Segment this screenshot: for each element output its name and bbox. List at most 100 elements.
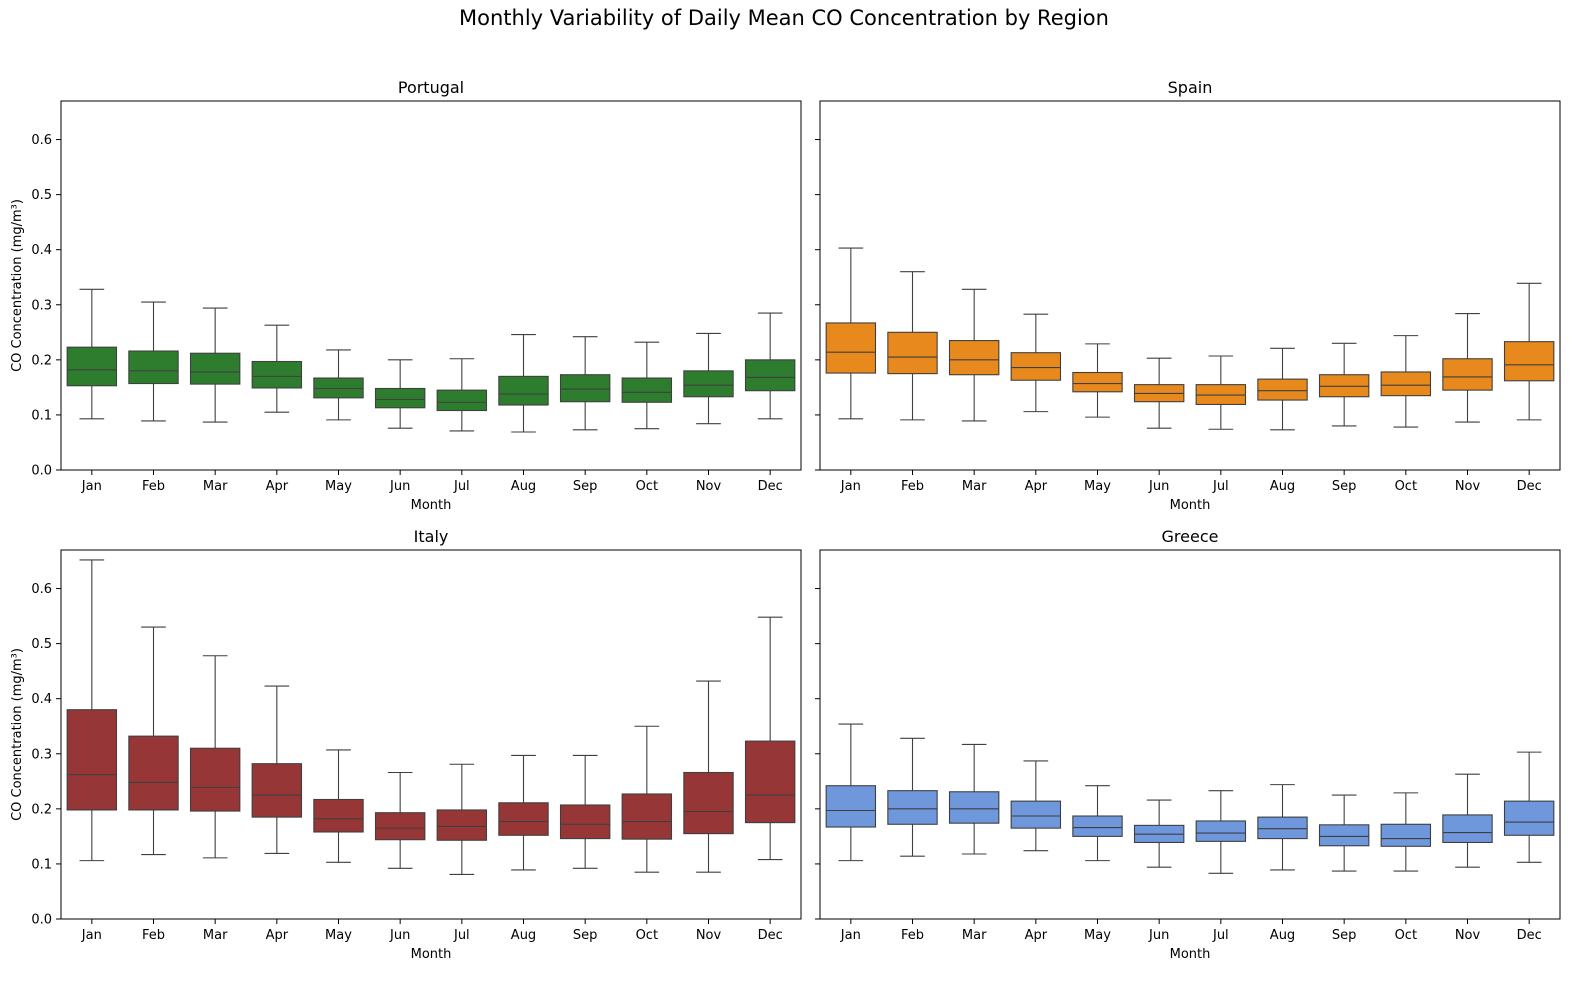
box-may bbox=[1072, 785, 1123, 862]
box-iqr bbox=[1257, 378, 1308, 401]
x-tick-label: Aug bbox=[1270, 479, 1295, 494]
box-oct bbox=[1380, 335, 1432, 428]
y-tick-label: 0.4 bbox=[31, 243, 52, 258]
axes-frame bbox=[819, 549, 1561, 920]
box-apr bbox=[251, 685, 303, 855]
y-axis-label: CO Concentration (mg/m³) bbox=[10, 199, 25, 372]
x-tick-label: Oct bbox=[636, 479, 658, 494]
x-axis-label: Month bbox=[411, 498, 452, 513]
box-feb bbox=[128, 626, 179, 856]
box-apr bbox=[251, 324, 303, 413]
x-tick-label: Jul bbox=[453, 928, 470, 943]
box-sep bbox=[1318, 794, 1370, 872]
box-iqr bbox=[744, 359, 796, 392]
box-iqr bbox=[128, 350, 179, 385]
box-may bbox=[1072, 343, 1123, 418]
axes-frame bbox=[60, 100, 802, 471]
box-may bbox=[313, 349, 364, 421]
box-iqr bbox=[436, 389, 488, 412]
box-iqr bbox=[1072, 815, 1123, 837]
box-iqr bbox=[621, 377, 673, 403]
box-dec bbox=[744, 616, 796, 861]
box-jul bbox=[1195, 790, 1247, 874]
axes-frame bbox=[819, 100, 1561, 471]
x-tick-label: Oct bbox=[1395, 928, 1417, 943]
box-iqr bbox=[683, 370, 734, 398]
box-oct bbox=[621, 725, 673, 873]
x-tick-label: Aug bbox=[511, 479, 536, 494]
box-aug bbox=[498, 754, 549, 871]
y-tick-label: 0.3 bbox=[31, 298, 52, 313]
x-tick-label: Nov bbox=[696, 928, 722, 943]
box-iqr bbox=[66, 709, 118, 811]
y-tick-label: 0.3 bbox=[31, 747, 52, 762]
box-iqr bbox=[621, 793, 673, 840]
box-iqr bbox=[251, 360, 303, 389]
x-axis-label: Month bbox=[1170, 498, 1211, 513]
panel-title: Greece bbox=[1162, 527, 1219, 546]
box-iqr bbox=[313, 798, 364, 833]
x-tick-label: Jan bbox=[840, 928, 861, 943]
x-tick-label: Dec bbox=[758, 479, 783, 494]
box-iqr bbox=[1442, 358, 1493, 391]
box-sep bbox=[559, 754, 611, 869]
x-tick-label: Mar bbox=[203, 479, 228, 494]
box-jan bbox=[825, 723, 877, 862]
box-jul bbox=[1195, 355, 1247, 430]
x-tick-label: Dec bbox=[1517, 479, 1542, 494]
box-iqr bbox=[1257, 816, 1308, 840]
x-axis-label: Month bbox=[411, 947, 452, 962]
box-iqr bbox=[887, 331, 938, 375]
box-oct bbox=[1380, 792, 1432, 872]
box-sep bbox=[1318, 342, 1370, 427]
box-iqr bbox=[436, 809, 488, 841]
box-mar bbox=[948, 288, 1000, 422]
box-iqr bbox=[374, 387, 426, 409]
panel-title: Italy bbox=[414, 527, 449, 546]
box-nov bbox=[683, 680, 734, 873]
box-sep bbox=[559, 336, 611, 431]
box-feb bbox=[128, 301, 179, 422]
box-mar bbox=[189, 655, 241, 859]
box-iqr bbox=[251, 763, 303, 818]
box-aug bbox=[498, 333, 549, 433]
box-dec bbox=[1503, 282, 1555, 421]
x-tick-label: Sep bbox=[1332, 479, 1357, 494]
x-tick-label: Jan bbox=[81, 479, 102, 494]
x-tick-label: Jul bbox=[453, 479, 470, 494]
x-tick-label: Jul bbox=[1212, 928, 1229, 943]
box-iqr bbox=[313, 377, 364, 399]
x-tick-label: May bbox=[1084, 479, 1111, 494]
box-iqr bbox=[189, 747, 241, 812]
box-iqr bbox=[1318, 374, 1370, 398]
figure-title: Monthly Variability of Daily Mean CO Con… bbox=[459, 6, 1109, 30]
box-jun bbox=[374, 771, 426, 869]
x-tick-label: Apr bbox=[1025, 928, 1048, 943]
box-jun bbox=[1133, 357, 1185, 429]
x-tick-label: Apr bbox=[1025, 479, 1048, 494]
box-iqr bbox=[1318, 824, 1370, 847]
x-tick-label: Jan bbox=[840, 479, 861, 494]
x-tick-label: Feb bbox=[901, 479, 924, 494]
y-tick-label: 0.6 bbox=[31, 133, 52, 148]
box-aug bbox=[1257, 784, 1308, 871]
y-tick-label: 0.4 bbox=[31, 692, 52, 707]
y-tick-label: 0.5 bbox=[31, 188, 52, 203]
panel-portugal: 0.0 0.1 0.2 0.3 0.4 0.5 0.6 Jan Feb Mar Apr May Jun J… bbox=[10, 78, 802, 513]
x-tick-label: Jun bbox=[389, 928, 410, 943]
x-tick-label: Mar bbox=[962, 479, 987, 494]
x-tick-label: May bbox=[1084, 928, 1111, 943]
y-tick-label: 0.2 bbox=[31, 353, 52, 368]
box-iqr bbox=[1010, 352, 1062, 381]
x-tick-label: Apr bbox=[266, 928, 289, 943]
box-iqr bbox=[559, 804, 611, 840]
box-apr bbox=[1010, 313, 1062, 413]
box-aug bbox=[1257, 347, 1308, 431]
box-apr bbox=[1010, 760, 1062, 852]
x-tick-label: Dec bbox=[758, 928, 783, 943]
box-iqr bbox=[825, 322, 877, 374]
y-tick-label: 0.0 bbox=[31, 913, 52, 928]
box-dec bbox=[1503, 751, 1555, 863]
